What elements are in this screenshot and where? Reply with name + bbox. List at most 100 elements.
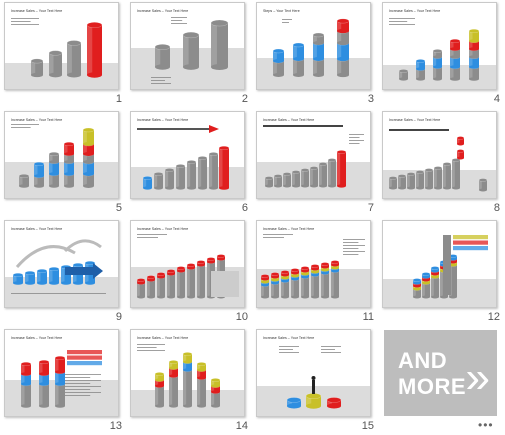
text-ribbon <box>453 235 488 240</box>
cylinder-bar <box>54 356 66 374</box>
slide-number: 7 <box>367 202 374 214</box>
cylinder-bar <box>186 160 197 190</box>
cylinder-bar <box>20 382 32 408</box>
cylinder-bar <box>292 42 305 61</box>
stacked-cylinder <box>336 18 350 78</box>
placeholder-text-line <box>65 380 101 381</box>
cylinder-bar <box>415 170 425 190</box>
stacked-cylinder <box>272 48 285 77</box>
cylinder-bar <box>166 269 176 276</box>
slide-thumbnail-9[interactable]: Increase Sales – Your Text Here <box>4 220 119 308</box>
placeholder-text-line <box>171 17 187 18</box>
placeholder-text-line <box>65 383 91 384</box>
cylinder-bar <box>433 166 443 190</box>
cylinder-bar <box>260 274 270 281</box>
cylinder-bar <box>442 162 452 190</box>
cylinder-bar <box>280 270 290 277</box>
cylinder-bar <box>136 278 146 285</box>
placeholder-text-line <box>65 377 91 378</box>
cylinder-bar <box>20 362 32 376</box>
and-more-tile[interactable]: AND MORE » <box>384 330 497 416</box>
slide-thumbnail-2[interactable]: Increase Sales – Your Text Here <box>130 2 245 90</box>
placeholder-text-line <box>151 80 165 81</box>
slide-thumbnail-15[interactable]: Increase Sales – Your Text Here <box>256 329 371 417</box>
slide-thumbnail-7[interactable]: Increase Sales – Your Text Here <box>256 111 371 199</box>
slide-title: Increase Sales – Your Text Here <box>11 9 62 13</box>
slide-thumbnail-11[interactable]: Increase Sales – Your Text Here <box>256 220 371 308</box>
slide-thumbnail-13[interactable]: Increase Sales – Your Text Here <box>4 329 119 417</box>
slide-thumbnail-14[interactable]: Increase Sales – Your Text Here <box>130 329 245 417</box>
cylinder-bar <box>196 260 206 267</box>
arrow-band <box>263 125 343 127</box>
cylinder-bar <box>412 278 422 285</box>
stacked-cylinder <box>398 69 409 81</box>
cylinder-bar <box>176 266 186 273</box>
cylinder-bar <box>300 168 310 188</box>
slide-preview: Increase Sales – Your Text Here <box>257 227 370 307</box>
cylinder-bar <box>320 271 330 299</box>
placeholder-text-line <box>11 18 39 19</box>
placeholder-text-line <box>279 352 299 353</box>
slide-preview: Increase Sales – Your Text Here <box>131 118 244 198</box>
slide-preview: Increase Sales – Your Text Here <box>257 118 370 198</box>
slide-thumbnail-8[interactable]: Increase Sales – Your Text Here <box>382 111 497 199</box>
slide-thumbnail-6[interactable]: Increase Sales – Your Text Here <box>130 111 245 199</box>
text-panel <box>211 271 239 297</box>
placeholder-text-line <box>389 21 408 22</box>
placeholder-text-line <box>11 21 31 22</box>
stacked-cylinder <box>146 275 156 299</box>
stacked-cylinder <box>312 32 325 77</box>
slide-preview: Increase Sales – Your Text Here <box>5 118 118 198</box>
cylinder-bar <box>66 40 82 78</box>
placeholder-text-line <box>321 349 335 350</box>
cylinder-bar <box>449 39 461 51</box>
slide-preview <box>383 235 496 307</box>
slide-thumbnail-1[interactable]: Increase Sales – Your Text Here <box>4 2 119 90</box>
cylinder-bar <box>24 271 36 285</box>
cylinder-bar <box>182 368 193 408</box>
cylinder-bar <box>196 362 207 372</box>
cylinder-bar <box>478 178 488 192</box>
cylinder-bar <box>168 360 179 370</box>
cylinder-bar <box>273 174 283 188</box>
stacked-cylinder <box>33 162 45 188</box>
slide-thumbnail-3[interactable]: Steps – Your Text Here <box>256 2 371 90</box>
placeholder-text-line <box>343 245 365 246</box>
cylinder-bar <box>320 262 330 269</box>
text-ribbon <box>453 240 488 245</box>
stacked-cylinder <box>156 272 166 299</box>
arrow-head <box>209 125 219 133</box>
cylinder-bar <box>456 136 465 146</box>
stacked-cylinder <box>432 49 443 81</box>
placeholder-text-line <box>137 234 167 235</box>
slide-number: 11 <box>362 311 374 323</box>
cylinder-bar <box>82 127 95 146</box>
double-chevron-right-icon: » <box>465 353 490 402</box>
cylinder-bar <box>168 374 179 408</box>
placeholder-text-line <box>321 352 341 353</box>
cylinder-bar <box>86 22 103 78</box>
stacked-cylinder <box>330 260 340 299</box>
slide-number: 15 <box>361 420 374 432</box>
placeholder-text-line <box>137 344 165 345</box>
placeholder-text-line <box>65 374 101 375</box>
stacked-cylinder <box>421 272 431 299</box>
cylinder-bar <box>282 172 292 188</box>
slide-thumbnail-12[interactable] <box>382 220 497 308</box>
placeholder-text-line <box>349 137 360 138</box>
cylinder-bar <box>336 18 350 34</box>
slide-preview: Increase Sales – Your Text Here <box>5 227 118 307</box>
placeholder-text-line <box>137 347 157 348</box>
stacked-cylinder <box>20 362 32 408</box>
slide-thumbnail-4[interactable]: Increase Sales – Your Text Here <box>382 2 497 90</box>
placeholder-text-line <box>389 18 415 19</box>
placeholder-text-line <box>171 23 187 24</box>
slide-title: Increase Sales – Your Text Here <box>137 118 188 122</box>
slide-thumbnail-10[interactable]: Increase Sales – Your Text Here <box>130 220 245 308</box>
more-dots-icon[interactable]: ••• <box>478 418 494 432</box>
cylinder-bar <box>336 150 347 188</box>
cylinder-bar <box>208 152 219 190</box>
stacked-cylinder <box>280 270 290 299</box>
slide-thumbnail-5[interactable]: Increase Sales – Your Text Here <box>4 111 119 199</box>
stacked-cylinder <box>38 360 50 408</box>
